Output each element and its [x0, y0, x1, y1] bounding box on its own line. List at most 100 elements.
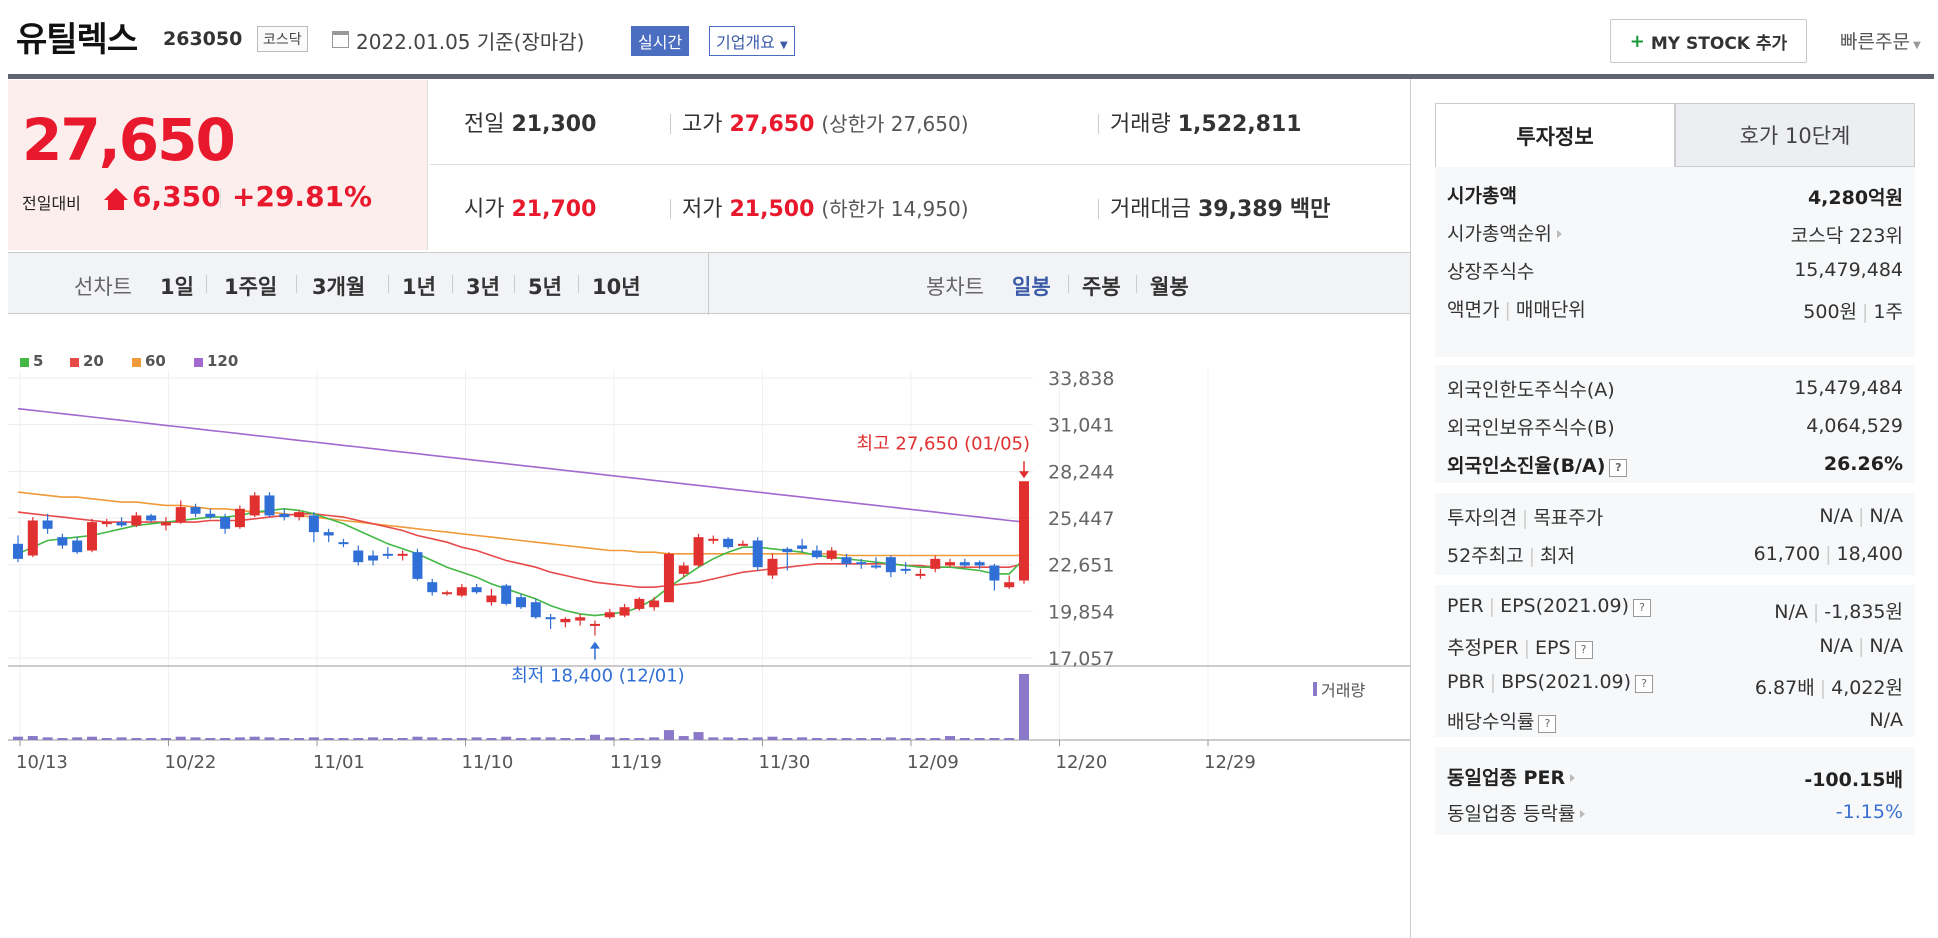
- help-icon[interactable]: ?: [1574, 641, 1593, 659]
- tab-invest-info[interactable]: 투자정보: [1435, 103, 1675, 167]
- row-dividend: 배당수익률? N/A: [1447, 703, 1903, 739]
- row-foreign-limit: 외국인한도주식수(A) 15,479,484: [1447, 371, 1903, 407]
- candle-body: [13, 543, 23, 559]
- volume-bar: [811, 738, 822, 740]
- candle-body: [279, 513, 290, 518]
- legend-label: 20: [83, 352, 104, 370]
- volume-bar: [900, 738, 911, 740]
- open-value: 21,700: [511, 197, 597, 222]
- amount-label: 거래대금: [1110, 197, 1191, 222]
- candle-body: [57, 537, 68, 546]
- x-tick-label: 11/10: [462, 752, 514, 773]
- legend-swatch: [70, 358, 79, 367]
- row-market-cap-rank[interactable]: 시가총액순위 코스닥 223위: [1447, 215, 1903, 251]
- divider: [670, 199, 671, 219]
- y-tick-label: 22,651: [1048, 555, 1114, 577]
- divider: [708, 253, 709, 315]
- volume-bar: [560, 738, 571, 740]
- tab-hoga[interactable]: 호가 10단계: [1675, 103, 1915, 167]
- pbr-label: PBR: [1447, 671, 1485, 693]
- volume-bar: [945, 736, 956, 740]
- volume-bar: [841, 738, 852, 740]
- candle-monthly[interactable]: 월봉: [1150, 275, 1189, 299]
- period-3y[interactable]: 3년: [466, 275, 500, 299]
- y-tick-label: 33,838: [1048, 368, 1114, 390]
- par-value-wrap: 500원 | 1주: [1803, 301, 1903, 323]
- high-price: 고가 27,650 (상한가 27,650): [682, 106, 969, 138]
- candle-body: [86, 522, 97, 551]
- volume-bar: [915, 738, 926, 740]
- candle-body: [42, 520, 53, 529]
- volume-bar: [427, 737, 438, 740]
- foreign-limit-label: 외국인한도주식수(A): [1447, 379, 1615, 401]
- quick-order-dropdown[interactable]: 빠른주문 ▼: [1840, 27, 1921, 54]
- row-foreign-hold: 외국인보유주식수(B) 4,064,529: [1447, 409, 1903, 445]
- prev-close: 전일 21,300: [464, 106, 596, 138]
- market-badge: 코스닥: [257, 26, 308, 52]
- help-icon[interactable]: ?: [1635, 675, 1654, 693]
- row-opinion: 투자의견 | 목표주가 N/A | N/A: [1447, 499, 1903, 535]
- row-industry-change[interactable]: 동일업종 등락률 -1.15%: [1447, 795, 1903, 831]
- period-3m[interactable]: 3개월: [312, 275, 366, 299]
- low-label: 저가: [682, 197, 723, 222]
- ma-line-ma120: [17, 407, 1025, 523]
- stock-name: 유틸렉스: [16, 20, 138, 60]
- row-industry-per[interactable]: 동일업종 PER -100.15배: [1447, 759, 1903, 795]
- candle-body: [560, 618, 571, 623]
- period-1d[interactable]: 1일: [160, 275, 194, 299]
- volume-bar: [545, 737, 556, 740]
- price-chart[interactable]: 33,838 31,041 28,244 25,447 22,651 19,854 17,0…: [8, 350, 1410, 938]
- price-change: 6,350: [132, 180, 221, 213]
- volume-bar: [190, 737, 201, 740]
- volume-bar: [412, 736, 423, 740]
- period-10y[interactable]: 10년: [592, 275, 641, 299]
- candle-body: [752, 540, 763, 568]
- candle-body: [516, 597, 526, 608]
- group-industry: 동일업종 PER -100.15배 동일업종 등락률 -1.15%: [1435, 747, 1915, 835]
- ind-per-label: 동일업종 PER: [1447, 767, 1566, 789]
- per-label-wrap: PER | EPS(2021.09)?: [1447, 595, 1651, 617]
- help-icon[interactable]: ?: [1609, 459, 1628, 477]
- candle-body: [663, 553, 674, 603]
- low-value: 21,500: [729, 197, 815, 222]
- y-tick-label: 28,244: [1048, 461, 1114, 483]
- volume-bar: [160, 738, 171, 740]
- period-5y[interactable]: 5년: [528, 275, 562, 299]
- volume: 거래량 1,522,811: [1110, 106, 1302, 138]
- bps-value: 4,022원: [1831, 677, 1903, 699]
- volume-bar: [634, 738, 645, 740]
- help-icon[interactable]: ?: [1633, 599, 1651, 617]
- foreign-hold-value: 4,064,529: [1806, 415, 1903, 437]
- open-label: 시가: [464, 197, 505, 222]
- ind-chg-label: 동일업종 등락률: [1447, 803, 1576, 825]
- candle-daily[interactable]: 일봉: [1012, 275, 1051, 299]
- foreign-ratio-label: 외국인소진율(B/A): [1447, 455, 1606, 477]
- per-value: N/A: [1774, 601, 1808, 623]
- add-mystock-button[interactable]: + MY STOCK 추가: [1610, 19, 1807, 63]
- foreign-hold-label: 외국인보유주식수(B): [1447, 417, 1615, 439]
- div-label: 배당수익률: [1447, 711, 1535, 733]
- volume-bar: [723, 737, 734, 740]
- shares-value: 15,479,484: [1794, 259, 1903, 281]
- volume-legend-label: 거래량: [1321, 681, 1365, 700]
- ind-chg-value: -1.15%: [1835, 801, 1903, 823]
- volume-bar: [589, 734, 600, 740]
- x-tick-label: 11/30: [759, 752, 811, 773]
- group-market-cap: 시가총액 4,280억원 시가총액순위 코스닥 223위 상장주식수 15,479,4…: [1435, 167, 1915, 357]
- company-info-dropdown[interactable]: 기업개요 ▼: [709, 26, 795, 56]
- w52-value-wrap: 61,700 | 18,400: [1753, 543, 1903, 565]
- period-1w[interactable]: 1주일: [224, 275, 278, 299]
- realtime-button[interactable]: 실시간: [631, 26, 690, 56]
- w52-high-value: 61,700: [1753, 543, 1821, 565]
- volume-bar: [279, 738, 290, 740]
- help-icon[interactable]: ?: [1538, 715, 1557, 733]
- period-1y[interactable]: 1년: [402, 275, 436, 299]
- price-stats: 전일 21,300 고가 27,650 (상한가 27,650) 거래량 1,5…: [430, 80, 1410, 250]
- candle-body: [634, 598, 645, 609]
- div-label-wrap: 배당수익률?: [1447, 707, 1557, 734]
- volume-bar: [249, 736, 260, 740]
- candle-weekly[interactable]: 주봉: [1082, 275, 1121, 299]
- candle-body: [27, 520, 38, 556]
- w52-low-label: 최저: [1540, 545, 1575, 567]
- invest-info-content: 시가총액 4,280억원 시가총액순위 코스닥 223위 상장주식수 15,479,4…: [1435, 167, 1915, 867]
